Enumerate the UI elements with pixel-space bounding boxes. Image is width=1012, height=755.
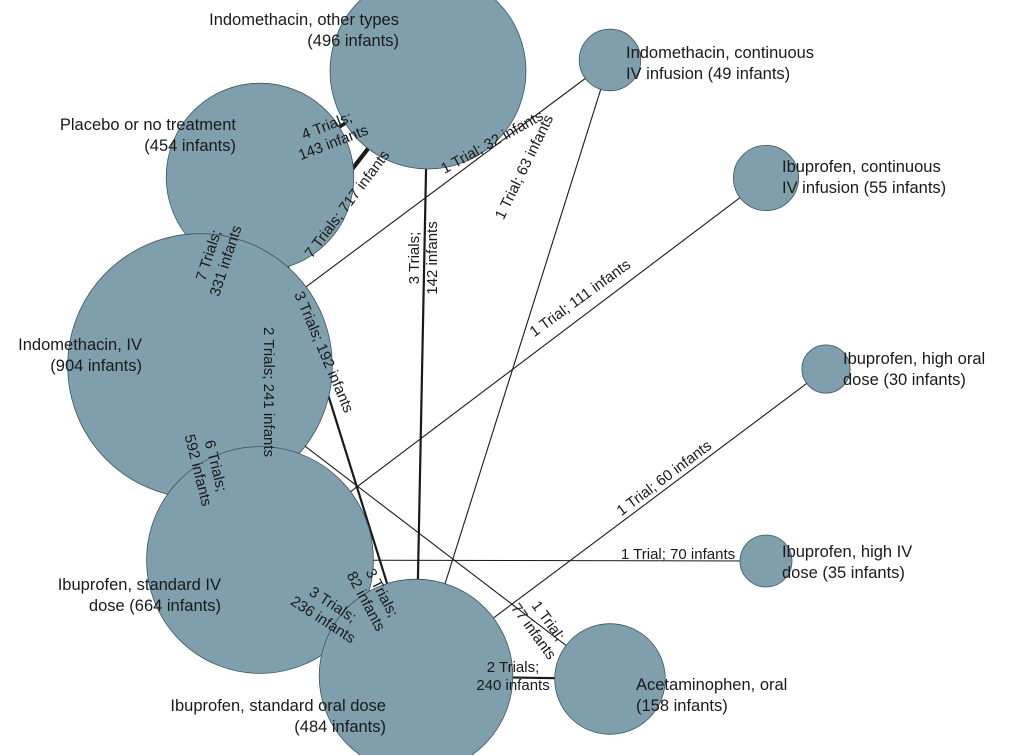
node-indo_cont [578,28,642,92]
node-label-line: Ibuprofen, standard oral dose [170,697,386,715]
node-label-ibu_std_iv: Ibuprofen, standard IV dose (664 infants) [58,576,221,615]
node-ibu_high_oral [801,344,851,394]
node-label-indo_iv: Indomethacin, IV (904 infants) [18,336,142,375]
node-label-ibu_std_oral: Ibuprofen, standard oral dose (484 infant… [170,697,386,736]
node-label-placebo: Placebo or no treatment (454 infants) [60,116,237,155]
node-label-ibu_high_iv: Ibuprofen, high IV dose (35 infants) [782,543,912,582]
node-label-line: dose (30 infants) [843,371,966,389]
node-label-line: Indomethacin, other types [209,11,399,29]
edge-label-line: 142 infants [424,221,441,294]
node-label-indo_other: Indomethacin, other types (496 infants) [209,11,399,50]
edge-label-line: 1 Trial; 70 infants [621,546,735,563]
node-label-line: IV infusion (49 infants) [626,65,790,83]
edge-label-ibu_std_iv-ibu_cont: 1 Trial; 111 infants [527,256,634,340]
node-label-line: Ibuprofen, high oral [843,350,985,368]
node-indo_other [329,0,527,170]
node-label-line: dose (35 infants) [782,564,905,582]
node-label-line: Indomethacin, continuous [626,44,814,62]
edge-label-line: 1 Trial; 60 infants [614,437,715,519]
node-label-line: IV infusion (55 infants) [782,179,946,197]
node-label-line: (904 infants) [50,357,142,375]
node-label-line: Indomethacin, IV [18,336,142,354]
node-label-ibu_high_oral: Ibuprofen, high oral dose (30 infants) [843,350,985,389]
edge-label-placebo-ibu_std_iv: 2 Trials; 241 infants [260,327,277,457]
edge-label-ibu_std_iv-ibu_high_iv: 1 Trial; 70 infants [621,546,735,563]
node-label-line: Ibuprofen, continuous [782,158,941,176]
edge-label-line: 1 Trial; 111 infants [527,256,634,340]
node-acet_oral [554,623,666,735]
node-label-line: (158 infants) [636,697,728,715]
node-label-line: (496 infants) [307,32,399,50]
node-label-ibu_cont: Ibuprofen, continuous IV infusion (55 inf… [782,158,946,197]
edge-label-ibu_std_oral-acet_oral: 2 Trials; 240 infants [476,659,549,694]
edge-label-line: 240 infants [476,677,549,694]
node-label-line: Placebo or no treatment [60,116,237,134]
node-label-line: Acetaminophen, oral [636,676,787,694]
nodes-layer [67,0,851,755]
edge-label-line: 3 Trials; [406,232,423,285]
edge-ibu_std_oral-indo_cont [415,59,611,677]
node-ibu_cont [733,144,800,211]
node-label-line: (454 infants) [144,137,236,155]
node-ibu_high_iv [739,534,793,588]
edge-label-ibu_std_oral-ibu_high_oral: 1 Trial; 60 infants [614,437,715,519]
node-ibu_std_oral [318,578,514,755]
node-ibu_std_iv [146,446,374,674]
node-label-line: dose (664 infants) [89,597,221,615]
node-label-line: Ibuprofen, high IV [782,543,912,561]
node-label-indo_cont: Indomethacin, continuous IV infusion (49 … [626,44,814,83]
edge-indo_other-ibu_std_oral [414,70,430,677]
edge-label-indo_other-ibu_std_oral: 3 Trials;142 infants [406,221,441,294]
node-labels-layer: Indomethacin, other types (496 infants) Pl… [18,11,985,736]
node-label-line: Ibuprofen, standard IV [58,576,221,594]
edge-label-line: 2 Trials; 241 infants [260,327,277,457]
edge-label-line: 2 Trials; [487,659,540,676]
node-label-line: (484 infants) [294,718,386,736]
node-label-acet_oral: Acetaminophen, oral (158 infants) [636,676,787,715]
